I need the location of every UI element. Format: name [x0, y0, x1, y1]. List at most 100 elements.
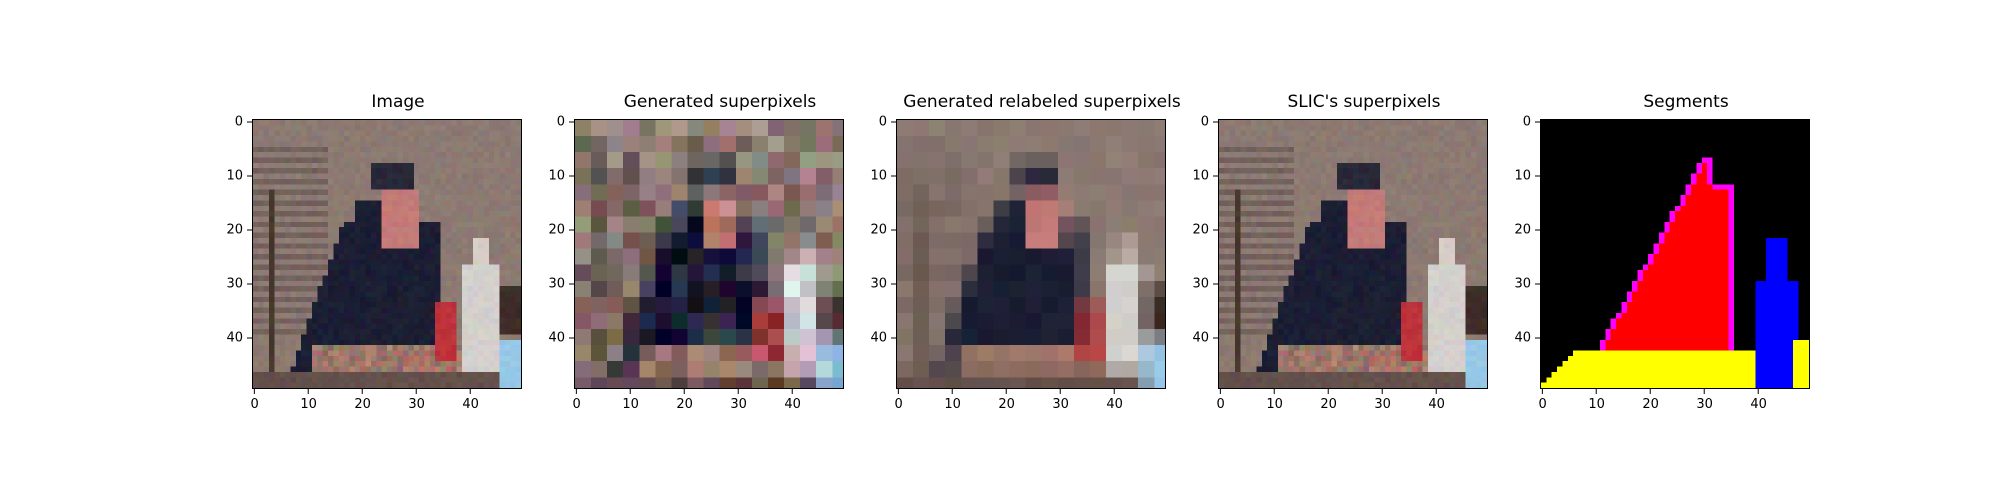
x-axis: 0 10 20 30 40 [573, 389, 844, 429]
y-tick-label: 20 [1192, 222, 1209, 238]
y-tick-label: 40 [548, 330, 565, 346]
x-tick-label: 0 [1538, 397, 1547, 412]
image-canvas [897, 120, 1165, 388]
image-canvas [1541, 120, 1809, 388]
y-tick: 40 [1192, 330, 1218, 345]
y-tick-label: 0 [234, 114, 243, 130]
y-axis: 0 10 20 30 40 [534, 114, 574, 389]
x-tick-label: 20 [1320, 397, 1337, 412]
y-tick: 20 [1192, 222, 1218, 237]
x-tick-label: 40 [1750, 397, 1767, 412]
y-tick-label: 10 [226, 168, 243, 184]
y-tick: 40 [870, 330, 896, 345]
x-tick-label: 10 [300, 397, 317, 412]
y-tick: 30 [870, 276, 896, 291]
y-tick-label: 30 [548, 276, 565, 292]
y-tick: 40 [1514, 330, 1540, 345]
image-plot [252, 119, 522, 389]
x-tick-label: 40 [784, 397, 801, 412]
x-tick-label: 30 [730, 397, 747, 412]
image-canvas [253, 120, 521, 388]
y-axis: 0 10 20 30 40 [856, 114, 896, 389]
y-tick-label: 10 [548, 168, 565, 184]
x-tick: 0 [895, 389, 903, 412]
y-tick-label: 20 [1514, 222, 1531, 238]
y-tick: 30 [1514, 276, 1540, 291]
x-tick-label: 20 [998, 397, 1015, 412]
y-tick-label: 40 [1192, 330, 1209, 346]
x-tick: 40 [462, 389, 479, 412]
x-tick: 30 [1052, 389, 1069, 412]
y-tick-label: 0 [1522, 114, 1531, 130]
panel-title: SLIC's superpixels [1287, 92, 1441, 112]
x-tick: 40 [784, 389, 801, 412]
x-tick: 30 [730, 389, 747, 412]
y-tick-label: 0 [878, 114, 887, 130]
y-tick: 20 [226, 222, 252, 237]
y-tick-label: 40 [226, 330, 243, 346]
x-tick-label: 0 [250, 397, 259, 412]
y-tick: 30 [548, 276, 574, 291]
image-canvas [575, 120, 843, 388]
y-tick-label: 10 [1192, 168, 1209, 184]
y-tick: 40 [548, 330, 574, 345]
x-tick: 20 [676, 389, 693, 412]
x-tick: 0 [573, 389, 581, 412]
x-tick: 30 [408, 389, 425, 412]
x-tick-label: 10 [1266, 397, 1283, 412]
x-axis: 0 10 20 30 40 [1216, 389, 1488, 429]
y-tick: 10 [226, 168, 252, 183]
x-tick: 40 [1750, 389, 1767, 412]
x-tick-label: 10 [1588, 397, 1605, 412]
x-axis: 0 10 20 30 40 [1538, 389, 1810, 429]
panel-slic-superpixels: SLIC's superpixels 0 10 20 30 40 0 10 20 30 40 [1178, 92, 1550, 452]
x-tick: 40 [1428, 389, 1445, 412]
y-axis: 0 10 20 30 40 [1500, 114, 1540, 389]
x-tick: 30 [1374, 389, 1391, 412]
y-tick-label: 20 [548, 222, 565, 238]
x-tick: 10 [300, 389, 317, 412]
x-tick: 20 [1642, 389, 1659, 412]
x-tick-label: 30 [1696, 397, 1713, 412]
x-axis: 0 10 20 30 40 [895, 389, 1166, 429]
image-plot [1540, 119, 1810, 389]
x-tick-label: 10 [622, 397, 639, 412]
panel-title: Generated relabeled superpixels [903, 92, 1181, 112]
y-axis: 0 10 20 30 40 [212, 114, 252, 389]
y-tick-label: 10 [870, 168, 887, 184]
x-tick: 10 [1588, 389, 1605, 412]
y-tick: 10 [548, 168, 574, 183]
y-tick-label: 30 [226, 276, 243, 292]
y-tick: 0 [1523, 114, 1540, 129]
panel-generated-superpixels: Generated superpixels 0 10 20 30 40 0 10 20 30 4… [534, 92, 906, 452]
panel-title: Segments [1643, 92, 1729, 112]
x-tick: 0 [251, 389, 259, 412]
y-tick: 40 [226, 330, 252, 345]
image-plot [574, 119, 844, 389]
panel-title: Generated superpixels [623, 92, 817, 112]
x-tick: 20 [354, 389, 371, 412]
image-plot [896, 119, 1166, 389]
x-tick-label: 20 [1642, 397, 1659, 412]
panel-relabeled-superpixels: Generated relabeled superpixels 0 10 20 30 4… [856, 92, 1228, 452]
y-tick: 0 [557, 114, 574, 129]
panel-segments: Segments 0 10 20 30 40 0 10 20 30 40 [1500, 92, 1872, 452]
x-tick-label: 10 [944, 397, 961, 412]
y-tick: 30 [1192, 276, 1218, 291]
y-tick: 10 [1514, 168, 1540, 183]
y-tick-label: 40 [870, 330, 887, 346]
x-tick-label: 20 [676, 397, 693, 412]
x-tick-label: 40 [462, 397, 479, 412]
x-tick-label: 40 [1106, 397, 1123, 412]
image-plot [1218, 119, 1488, 389]
y-tick: 0 [879, 114, 896, 129]
x-tick: 40 [1106, 389, 1123, 412]
x-tick-label: 0 [1216, 397, 1225, 412]
image-canvas [1219, 120, 1487, 388]
panel-title: Image [371, 92, 425, 112]
y-tick-label: 30 [1192, 276, 1209, 292]
y-tick: 20 [1514, 222, 1540, 237]
x-tick-label: 0 [572, 397, 581, 412]
y-tick-label: 10 [1514, 168, 1531, 184]
y-tick-label: 30 [870, 276, 887, 292]
